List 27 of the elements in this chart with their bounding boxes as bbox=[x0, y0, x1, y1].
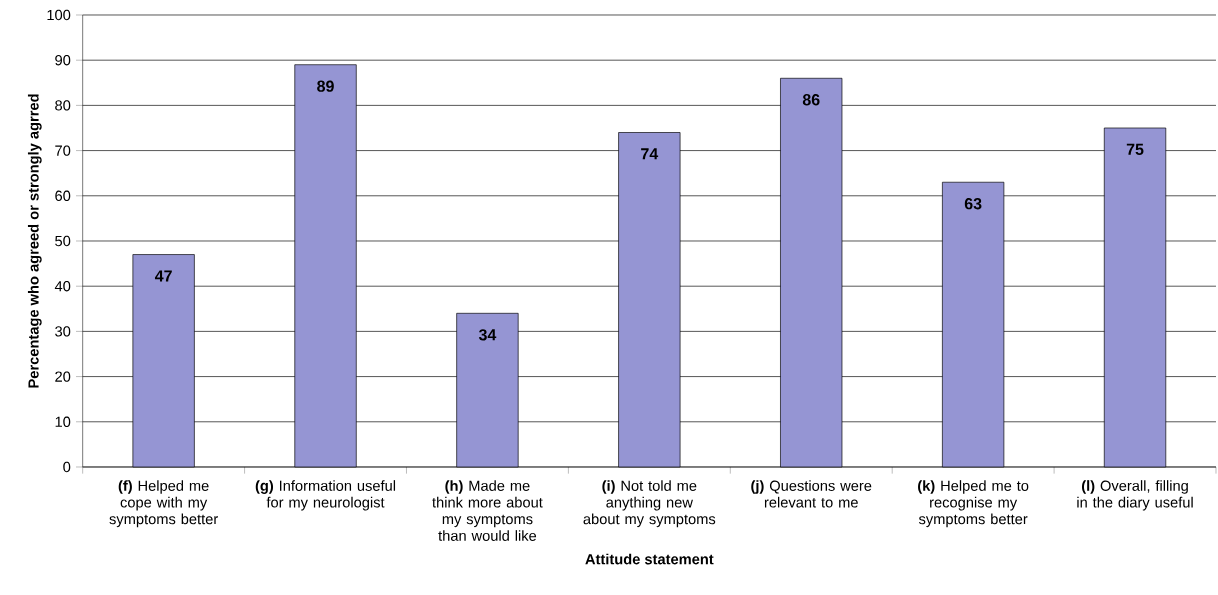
x-tick-label: (g) Information useful for my neurologist bbox=[255, 480, 396, 511]
data-label: 74 bbox=[641, 148, 659, 160]
data-label: 63 bbox=[964, 198, 982, 210]
y-tick-label: 90 bbox=[55, 55, 71, 66]
data-label: 86 bbox=[802, 94, 820, 106]
x-axis-title: Attitude statement bbox=[585, 553, 714, 565]
y-tick-label: 60 bbox=[55, 190, 71, 201]
y-tick-label: 50 bbox=[55, 235, 71, 247]
data-label: 89 bbox=[317, 80, 334, 92]
y-tick-label: 40 bbox=[54, 281, 71, 292]
data-label: 47 bbox=[154, 270, 172, 282]
x-tick-label: (j) Questions were relevant to me bbox=[751, 480, 872, 508]
y-tick-label: 80 bbox=[55, 100, 71, 111]
y-tick-label: 100 bbox=[47, 9, 71, 21]
x-tick-label: (l) Overall, filling in the diary useful bbox=[1077, 480, 1193, 511]
y-tick-label: 70 bbox=[55, 145, 71, 156]
data-label: 34 bbox=[478, 329, 497, 341]
y-tick-label: 0 bbox=[63, 461, 71, 473]
y-axis-title: Percentage who agreed or strongly agrred bbox=[27, 94, 42, 388]
y-tick-label: 10 bbox=[55, 416, 71, 427]
x-tick-label: (h) Made me think more about my symptoms than would like bbox=[432, 480, 543, 541]
x-tick-label: (f) Helped me cope with my symptoms better bbox=[109, 480, 218, 528]
x-tick-label: (i) Not told me anything new about my symptoms bbox=[583, 480, 716, 528]
y-tick-label: 30 bbox=[55, 326, 71, 337]
data-label: 75 bbox=[1126, 143, 1144, 155]
y-tick-label: 20 bbox=[55, 371, 71, 382]
x-tick-label: (k) Helped me to recognise my symptoms better bbox=[918, 480, 1029, 528]
